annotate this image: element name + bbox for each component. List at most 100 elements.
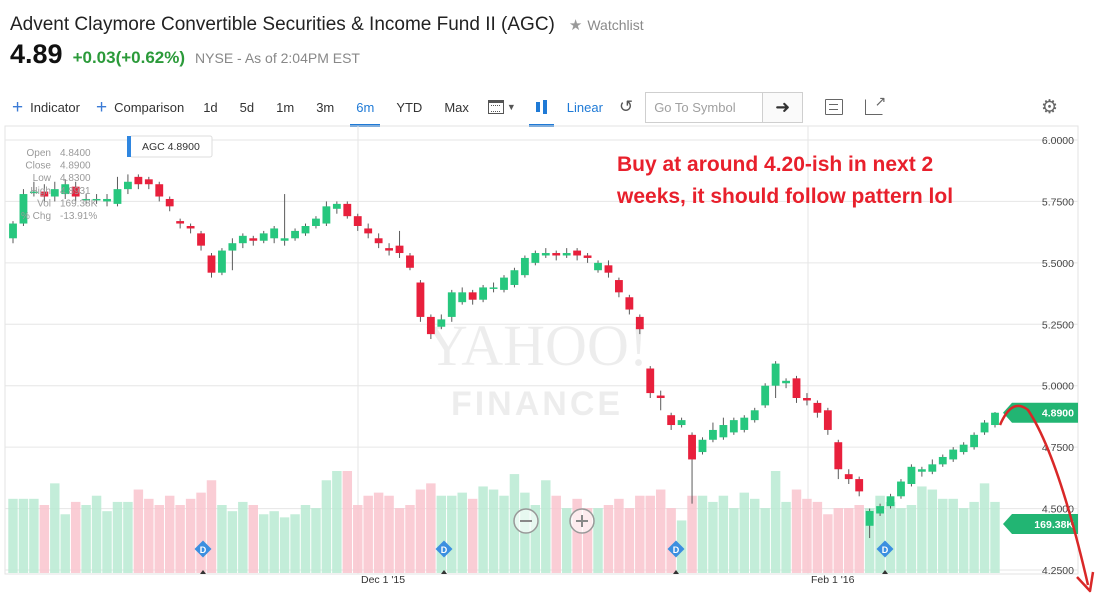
candle-body (176, 221, 185, 224)
candle-body (719, 425, 728, 438)
volume-bar (133, 489, 144, 573)
watermark-top: YAHOO! (426, 313, 648, 378)
candle-body (437, 319, 446, 327)
volume-bar (206, 480, 217, 573)
volume-bar (81, 505, 91, 573)
candle-body (82, 198, 91, 201)
dividend-marker: D (667, 540, 685, 558)
candle-body (688, 434, 696, 460)
volume-bar (551, 495, 561, 573)
volume-bar (906, 505, 917, 573)
zoom-out-button[interactable] (513, 508, 539, 534)
volume-bar (593, 508, 603, 573)
volume-bar (875, 495, 885, 573)
candle-body (614, 280, 623, 293)
watchlist-button[interactable]: ★ Watchlist (569, 16, 644, 34)
last-volume-label: 169.38K (1034, 519, 1074, 531)
volume-bar (154, 505, 164, 573)
x-tick-mark (441, 570, 447, 574)
volume-bar (823, 514, 833, 573)
volume-bar (635, 495, 645, 573)
range-tab-3m[interactable]: 3m (316, 99, 335, 115)
volume-bar (687, 495, 697, 573)
candle-body (698, 439, 707, 453)
share-icon (865, 93, 886, 115)
volume-bar (363, 495, 373, 573)
volume-bar (457, 492, 467, 573)
x-axis: Dec 1 '15 Feb 1 '16 (200, 570, 888, 586)
price-change: +0.03(+0.62%) (72, 48, 186, 67)
candle-body (897, 481, 905, 497)
ohlc-label: High (30, 186, 51, 197)
comment-button[interactable] (817, 88, 851, 126)
ohlc-panel: Open 4.8400 Close 4.8900 Low 4.8300 High 4.8931… (21, 148, 98, 222)
diamond-icon (876, 540, 894, 558)
y-tick-label: 4.5000 (1042, 504, 1074, 516)
dividend-marker: D (194, 540, 212, 558)
volume-bar (896, 508, 906, 573)
go-button[interactable]: ➜ (762, 92, 803, 122)
volume-bar (144, 498, 154, 573)
candle-body (280, 238, 289, 241)
volume-bar (718, 495, 729, 573)
volume-bar (290, 514, 300, 573)
candle-body (374, 238, 383, 244)
candle-body (50, 189, 59, 197)
volume-bar (60, 514, 70, 573)
candle-body (834, 442, 843, 470)
y-tick-label: 4.2500 (1042, 565, 1074, 577)
candle-body (928, 464, 937, 472)
reset-button[interactable]: ↺ (611, 88, 641, 126)
y-axis: 6.00005.75005.50005.25005.00004.75004.50… (1042, 135, 1074, 577)
range-tab-1d[interactable]: 1d (203, 99, 218, 115)
share-button[interactable] (857, 88, 891, 126)
date-range-picker[interactable]: ▼ (480, 88, 524, 126)
candle-body (322, 206, 331, 224)
ohlc-label: Open (27, 148, 51, 159)
candle-body (447, 292, 456, 317)
range-tab-1m[interactable]: 1m (276, 99, 295, 115)
indicator-button[interactable]: + Indicator (12, 96, 80, 118)
candle-body (406, 255, 414, 268)
range-tab-max[interactable]: Max (444, 99, 469, 115)
volume-bar (750, 498, 760, 573)
gear-icon[interactable]: ⚙ (1040, 97, 1058, 118)
chart-type-button[interactable] (524, 88, 559, 127)
symbol-tag-accent (127, 136, 131, 157)
volume-bar (29, 498, 39, 573)
volume-bar (196, 492, 206, 573)
candle-body (949, 449, 958, 460)
candle-body (813, 402, 822, 413)
candle-body (803, 398, 811, 401)
candle-body (541, 253, 550, 256)
candle-body (562, 253, 571, 256)
comment-icon (825, 99, 844, 115)
range-tab-ytd[interactable]: YTD (396, 99, 423, 115)
candle-body (29, 191, 38, 194)
zoom-in-button[interactable] (569, 508, 595, 534)
candle-body (186, 226, 195, 229)
scale-toggle[interactable]: Linear (566, 99, 603, 115)
dividend-marker: D (876, 540, 894, 558)
comparison-button[interactable]: + Comparison (95, 96, 185, 118)
price-chart[interactable]: YAHOO! FINANCE 6.0000 5.7500 5.5000 5.2500 5… (0, 125, 1095, 595)
volume-bars (8, 471, 1000, 573)
symbol-input[interactable] (646, 92, 763, 122)
candle-body (197, 233, 205, 246)
candle-body (855, 479, 864, 492)
volume-bar (603, 505, 614, 573)
candle-body (782, 380, 790, 384)
candle-body (395, 245, 404, 254)
candle-body (103, 198, 111, 202)
volume-bar (342, 471, 353, 573)
volume-bar (645, 495, 655, 573)
candle-body (218, 250, 226, 273)
range-tab-5d[interactable]: 5d (239, 99, 255, 115)
ohlc-label: Low (33, 173, 52, 184)
symbol-search: ➜ (645, 91, 804, 123)
candle-body (9, 223, 17, 239)
volume-bar (854, 505, 864, 573)
dividend-label: D (882, 545, 889, 555)
range-tab-6m[interactable]: 6m (345, 88, 385, 127)
